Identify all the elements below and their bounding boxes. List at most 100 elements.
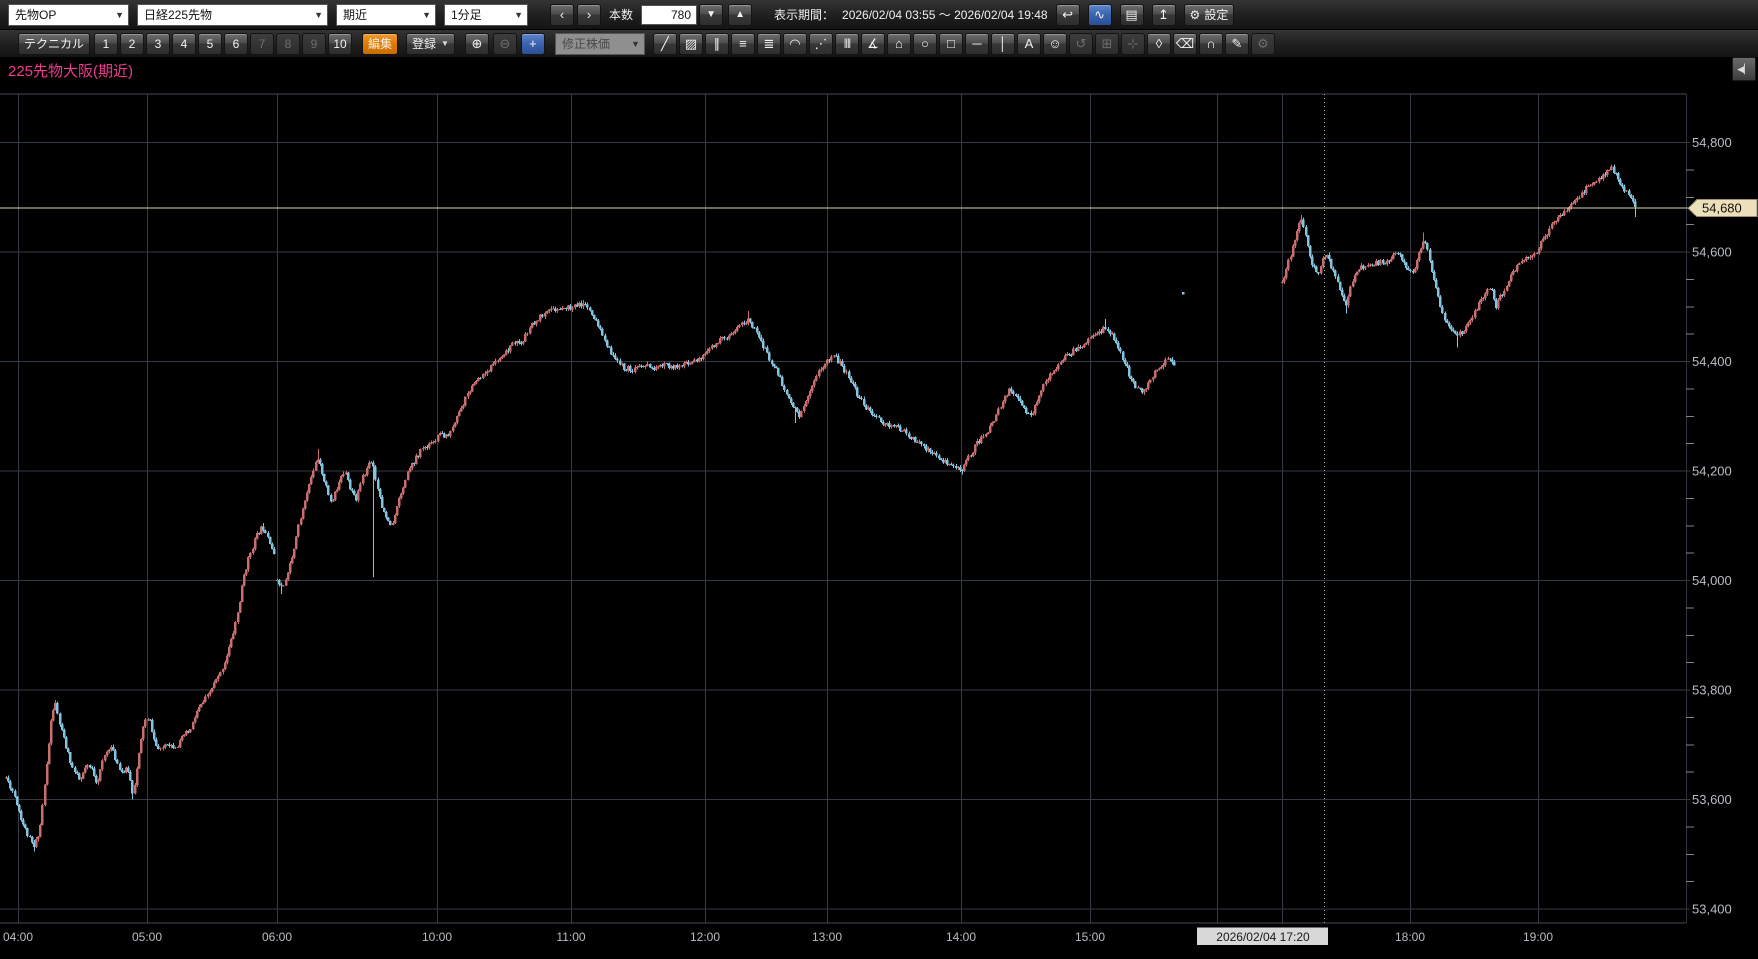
timeframe-select[interactable]: 1分足 ▼ bbox=[444, 3, 528, 26]
bars-input[interactable] bbox=[641, 4, 698, 25]
fibonacci-retracement-tool-button[interactable]: ≡ bbox=[730, 32, 755, 55]
svg-text:54,000: 54,000 bbox=[1692, 573, 1732, 588]
svg-text:10:00: 10:00 bbox=[422, 930, 452, 944]
ruler-icon: ▨ bbox=[684, 35, 698, 51]
svg-text:13:00: 13:00 bbox=[812, 930, 842, 944]
eraser-tool-button[interactable]: ◊ bbox=[1146, 32, 1171, 55]
price-badge: 54,680 bbox=[1687, 199, 1758, 218]
stray-tick-dot bbox=[1182, 292, 1185, 295]
crosshair-icon: + bbox=[529, 36, 537, 51]
chevron-down-icon: ▼ bbox=[514, 9, 523, 20]
lock-edit-tool-button[interactable]: ✎ bbox=[1224, 32, 1249, 55]
svg-text:53,800: 53,800 bbox=[1692, 683, 1732, 698]
circle-tool-button[interactable]: ○ bbox=[912, 32, 937, 55]
preset-8-button: 8 bbox=[276, 32, 301, 55]
fibonacci-fan-tool-button[interactable]: ⋰ bbox=[808, 32, 833, 55]
fibonacci-arc-tool-button[interactable]: ◠ bbox=[782, 32, 807, 55]
pentagon-icon: ⌂ bbox=[895, 36, 903, 51]
undo-arrow-icon: ↩ bbox=[1062, 6, 1073, 22]
bars-decrement-button[interactable]: ▼ bbox=[699, 3, 724, 26]
preset-6-button[interactable]: 6 bbox=[224, 32, 249, 55]
preset-4-button[interactable]: 4 bbox=[172, 32, 197, 55]
icon-stamp-icon: ☺ bbox=[1048, 36, 1062, 51]
candles-series bbox=[5, 164, 1637, 852]
tool-settings-icon: ⚙ bbox=[1257, 35, 1269, 51]
copy-tool-button: ⊞ bbox=[1094, 32, 1119, 55]
fibonacci-retracement-icon: ≡ bbox=[739, 36, 747, 51]
magnet-tool-button[interactable]: ∩ bbox=[1198, 32, 1223, 55]
adjusted-price-select-value: 修正株価 bbox=[561, 37, 610, 51]
circle-icon: ○ bbox=[921, 36, 929, 51]
category-select-value: 先物OP bbox=[15, 8, 57, 22]
chart-mode-button[interactable]: ∿ bbox=[1087, 3, 1112, 26]
preset-5-button[interactable]: 5 bbox=[198, 32, 223, 55]
instrument-select[interactable]: 日経225先物 ▼ bbox=[137, 3, 328, 26]
bars-increment-button[interactable]: ▲ bbox=[728, 3, 753, 26]
rectangle-icon: □ bbox=[947, 36, 955, 51]
gann-fan-tool-button[interactable]: ∡ bbox=[860, 32, 885, 55]
preset-buttons: 1 2 3 4 5 6 7 8 9 10 bbox=[94, 32, 353, 55]
collapse-panel-button[interactable]: ◀▏ bbox=[1732, 57, 1756, 81]
preset-3-button[interactable]: 3 bbox=[146, 32, 171, 55]
category-select[interactable]: 先物OP ▼ bbox=[8, 3, 129, 26]
export-window-icon: ↥ bbox=[1158, 6, 1169, 22]
svg-text:2026/02/04 17:20: 2026/02/04 17:20 bbox=[1216, 930, 1310, 944]
main-toolbar: 先物OP ▼ 日経225先物 ▼ 期近 ▼ 1分足 ▼ ‹ › 本数 ▼ ▲ 表… bbox=[0, 0, 1758, 29]
svg-text:54,800: 54,800 bbox=[1692, 135, 1732, 150]
eraser-icon: ◊ bbox=[1155, 36, 1163, 51]
gann-fan-icon: ∡ bbox=[867, 35, 879, 51]
export-window-button[interactable]: ↥ bbox=[1151, 3, 1176, 26]
svg-text:11:00: 11:00 bbox=[556, 930, 585, 944]
svg-text:04:00: 04:00 bbox=[3, 930, 33, 944]
svg-text:05:00: 05:00 bbox=[132, 930, 162, 944]
eraser-all-tool-button[interactable]: ⌫ bbox=[1172, 32, 1197, 55]
edit-button[interactable]: 編集 bbox=[362, 32, 399, 55]
horizontal-lines-tool-button[interactable]: ≣ bbox=[756, 32, 781, 55]
text-tool-button[interactable]: A bbox=[1016, 32, 1041, 55]
crosshair-button[interactable]: + bbox=[520, 32, 545, 55]
zoom-out-button: ⊖ bbox=[492, 32, 517, 55]
print-button[interactable]: ▤ bbox=[1119, 3, 1144, 26]
timeframe-select-value: 1分足 bbox=[451, 8, 482, 22]
prev-button[interactable]: ‹ bbox=[550, 3, 574, 26]
contract-select[interactable]: 期近 ▼ bbox=[336, 3, 436, 26]
horizontal-line-icon: ─ bbox=[972, 36, 982, 51]
svg-text:06:00: 06:00 bbox=[262, 930, 292, 944]
chart-title: 225先物大阪(期近) bbox=[8, 63, 134, 80]
undo-button[interactable]: ↩ bbox=[1055, 3, 1080, 26]
next-button[interactable]: › bbox=[577, 3, 601, 26]
preset-10-button[interactable]: 10 bbox=[328, 32, 353, 55]
vertical-line-icon: │ bbox=[998, 36, 1008, 51]
settings-button[interactable]: ⚙ 設定 bbox=[1183, 3, 1235, 26]
zoom-in-button[interactable]: ⊕ bbox=[464, 32, 489, 55]
parallel-lines-icon: ∥ bbox=[713, 35, 721, 51]
rectangle-tool-button[interactable]: □ bbox=[938, 32, 963, 55]
period-value: 2026/02/04 03:55 ～ 2026/02/04 19:48 bbox=[842, 8, 1048, 22]
triangle-up-icon: ▲ bbox=[735, 9, 745, 20]
drawing-toolbar: テクニカル 1 2 3 4 5 6 7 8 9 10 編集 登録 ▼ ⊕ ⊖ + 修正株価 ▼ ╱… bbox=[0, 29, 1758, 57]
gear-icon: ⚙ bbox=[1189, 7, 1201, 22]
preset-1-button[interactable]: 1 bbox=[94, 32, 119, 55]
trendline-icon: ╱ bbox=[661, 35, 669, 51]
icon-stamp-tool-button[interactable]: ☺ bbox=[1042, 32, 1067, 55]
horizontal-line-tool-button[interactable]: ─ bbox=[964, 32, 989, 55]
pentagon-tool-button[interactable]: ⌂ bbox=[886, 32, 911, 55]
fibonacci-timezone-tool-button[interactable]: |||| bbox=[834, 32, 859, 55]
preset-2-button[interactable]: 2 bbox=[120, 32, 145, 55]
copy-icon: ⊞ bbox=[1101, 35, 1113, 51]
parallel-lines-tool-button[interactable]: ∥ bbox=[704, 32, 729, 55]
register-button[interactable]: 登録 ▼ bbox=[406, 32, 455, 55]
lock-edit-icon: ✎ bbox=[1231, 35, 1243, 51]
settings-button-label: 設定 bbox=[1204, 8, 1229, 22]
ruler-tool-button[interactable]: ▨ bbox=[678, 32, 703, 55]
vertical-line-tool-button[interactable]: │ bbox=[990, 32, 1015, 55]
time-axis: 04:00 05:00 06:00 10:00 11:00 12:00 13:00 14:00… bbox=[3, 930, 1553, 944]
chevron-down-icon: ▼ bbox=[631, 38, 640, 49]
trendline-tool-button[interactable]: ╱ bbox=[652, 32, 677, 55]
chevron-down-icon: ▼ bbox=[422, 9, 431, 20]
technical-button[interactable]: テクニカル bbox=[18, 32, 91, 55]
svg-text:15:00: 15:00 bbox=[1075, 930, 1105, 944]
svg-text:54,400: 54,400 bbox=[1692, 354, 1732, 369]
